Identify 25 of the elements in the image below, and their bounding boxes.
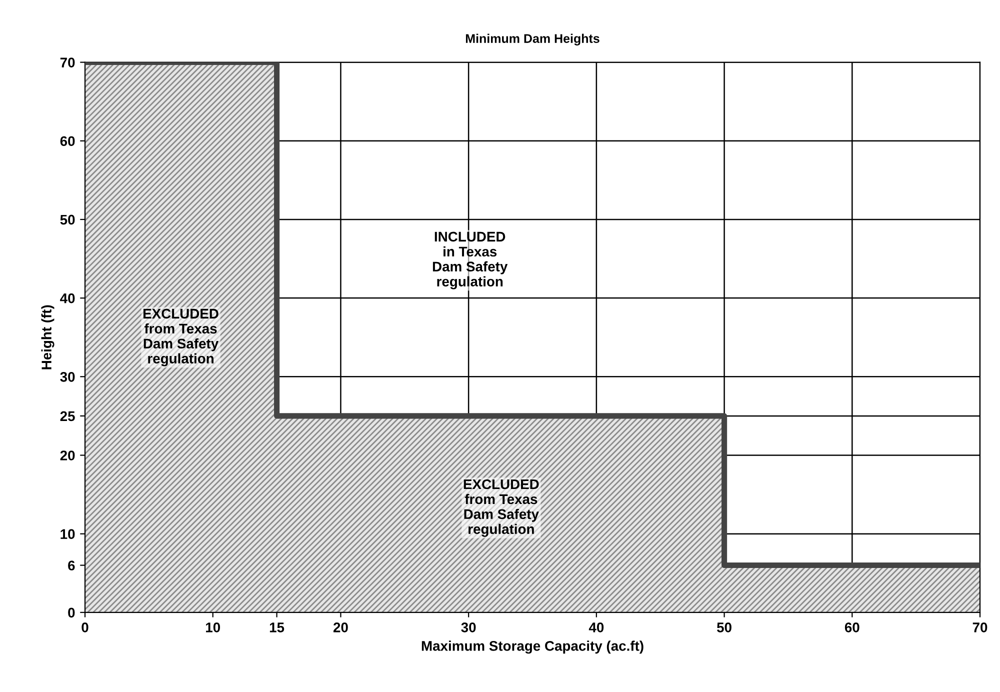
x-tick-label: 30 <box>461 622 476 632</box>
y-tick-label: 50 <box>60 214 75 225</box>
y-tick-label: 10 <box>60 529 75 539</box>
y-axis-title: Height (ft) <box>41 305 54 370</box>
annotation: EXCLUDED from Texas Dam Safety regulation <box>143 308 219 366</box>
x-tick-label: 40 <box>588 622 604 632</box>
x-tick-label: 0 <box>82 622 88 632</box>
y-tick-label: 25 <box>60 411 75 422</box>
x-tick-label: 10 <box>206 622 220 632</box>
y-tick-label: 60 <box>60 136 75 146</box>
y-tick-label: 20 <box>60 450 75 460</box>
y-tick-label: 0 <box>68 608 75 618</box>
annotation: INCLUDED in Texas Dam Safety regulation <box>432 232 508 290</box>
x-tick-label: 20 <box>333 622 348 632</box>
x-tick-label: 70 <box>972 622 988 632</box>
y-tick-label: 40 <box>60 293 75 304</box>
x-tick-label: 15 <box>270 622 284 632</box>
x-tick-label: 50 <box>716 622 732 632</box>
x-tick-label: 60 <box>844 622 860 632</box>
y-tick-label: 6 <box>68 560 75 570</box>
chart-title: Minimum Dam Heights <box>466 34 600 46</box>
y-tick-label: 70 <box>60 58 75 68</box>
x-axis-title: Maximum Storage Capacity (ac.ft) <box>422 640 644 654</box>
annotation: EXCLUDED from Texas Dam Safety regulation <box>464 479 539 537</box>
y-tick-label: 30 <box>60 372 75 382</box>
